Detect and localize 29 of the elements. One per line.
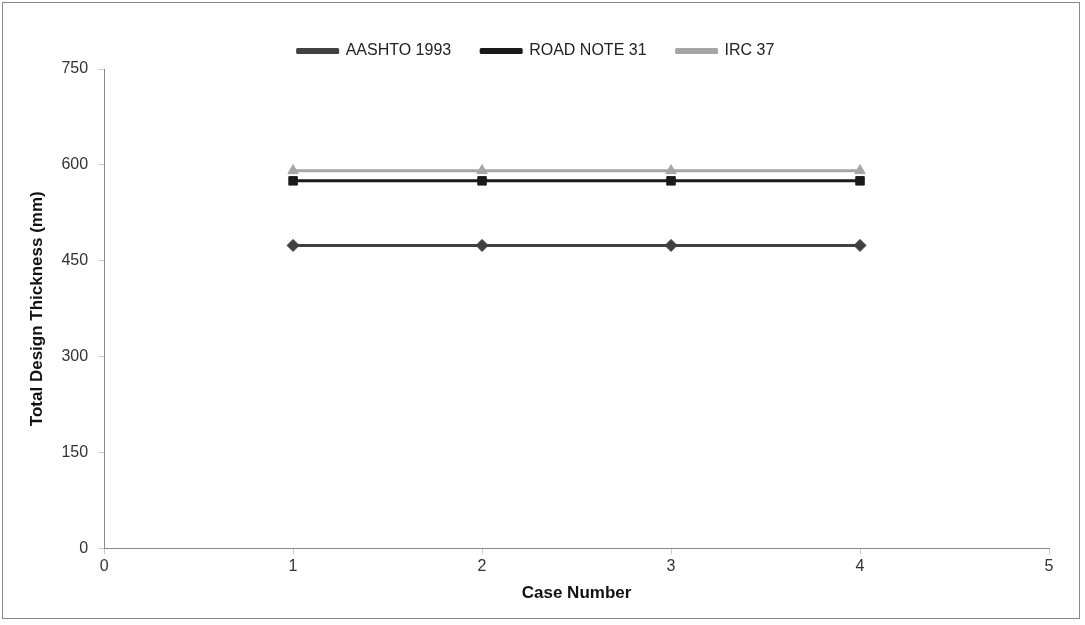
x-axis-title: Case Number [521,583,632,603]
point [287,164,299,175]
point [477,176,487,186]
point [855,176,865,186]
legend-label: AASHTO 1993 [345,41,452,59]
y-tick-label: 600 [61,155,89,173]
legend-label: ROAD NOTE 31 [529,41,647,59]
x-tick-label: 5 [1044,557,1054,575]
x-tick-label: 1 [288,557,298,575]
y-tick-label: 750 [61,59,89,77]
point [664,238,678,252]
y-tick-label: 0 [79,538,89,556]
y-tick-label: 300 [61,347,89,365]
x-tick-label: 3 [666,557,676,575]
x-tick-label: 4 [855,557,865,575]
x-tick-label: 2 [477,557,487,575]
point [853,238,867,252]
point [475,238,489,252]
y-axis-title: Total Design Thickness (mm) [26,191,46,427]
x-tick-label: 0 [99,557,109,575]
y-tick-label: 450 [61,251,89,269]
point [854,164,866,175]
point [476,164,488,175]
point [286,238,300,252]
legend-label: IRC 37 [724,41,775,59]
y-tick-label: 150 [61,442,89,460]
point [666,176,676,186]
point [288,176,298,186]
point [665,164,677,175]
